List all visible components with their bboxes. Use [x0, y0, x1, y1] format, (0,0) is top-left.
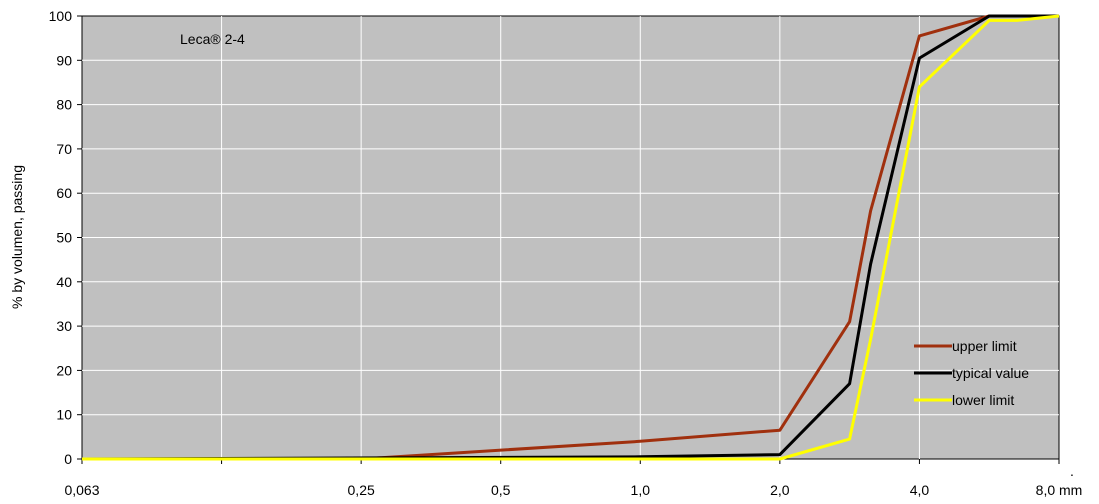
series-line-upper-limit	[82, 14, 1059, 461]
gridlines	[82, 16, 1059, 459]
series-lines	[81, 14, 1060, 461]
x-tick-label: 2,0	[770, 482, 790, 498]
legend-label: upper limit	[952, 338, 1017, 354]
x-tick-label: 1,0	[631, 482, 651, 498]
x-tick-label: 0,063	[64, 482, 99, 498]
x-tick-label: 0,25	[348, 482, 375, 498]
y-tick-label: 40	[56, 274, 72, 290]
axis-dot: .	[1070, 463, 1074, 479]
y-tick-label: 20	[56, 362, 72, 378]
x-tick-label: 0,5	[491, 482, 511, 498]
y-tick-label: 70	[56, 141, 72, 157]
y-tick-label: 10	[56, 407, 72, 423]
x-axis: 0,063 0,25 0,5 1,0 2,0 4,0 8,0 mm	[64, 459, 1082, 498]
y-tick-label: 0	[64, 451, 72, 467]
series-line-typical-value	[81, 14, 1059, 461]
legend-label: typical value	[952, 365, 1029, 381]
legend-label: lower limit	[952, 392, 1014, 408]
y-tick-label: 50	[56, 230, 72, 246]
x-tick-label: 8,0 mm	[1036, 482, 1083, 498]
y-tick-label: 80	[56, 97, 72, 113]
y-tick-label: 90	[56, 52, 72, 68]
legend: upper limit typical value lower limit	[914, 338, 1029, 408]
y-tick-label: 30	[56, 318, 72, 334]
y-tick-label: 60	[56, 185, 72, 201]
series-line-lower-limit	[82, 14, 1060, 461]
y-axis: 0 10 20 30 40 50 60 70 80 90 100	[49, 8, 82, 467]
x-tick-label: 4,0	[910, 482, 930, 498]
y-axis-label: % by volumen, passing	[9, 165, 25, 309]
chart-annotation: Leca® 2-4	[180, 31, 245, 47]
y-tick-label: 100	[49, 8, 73, 24]
